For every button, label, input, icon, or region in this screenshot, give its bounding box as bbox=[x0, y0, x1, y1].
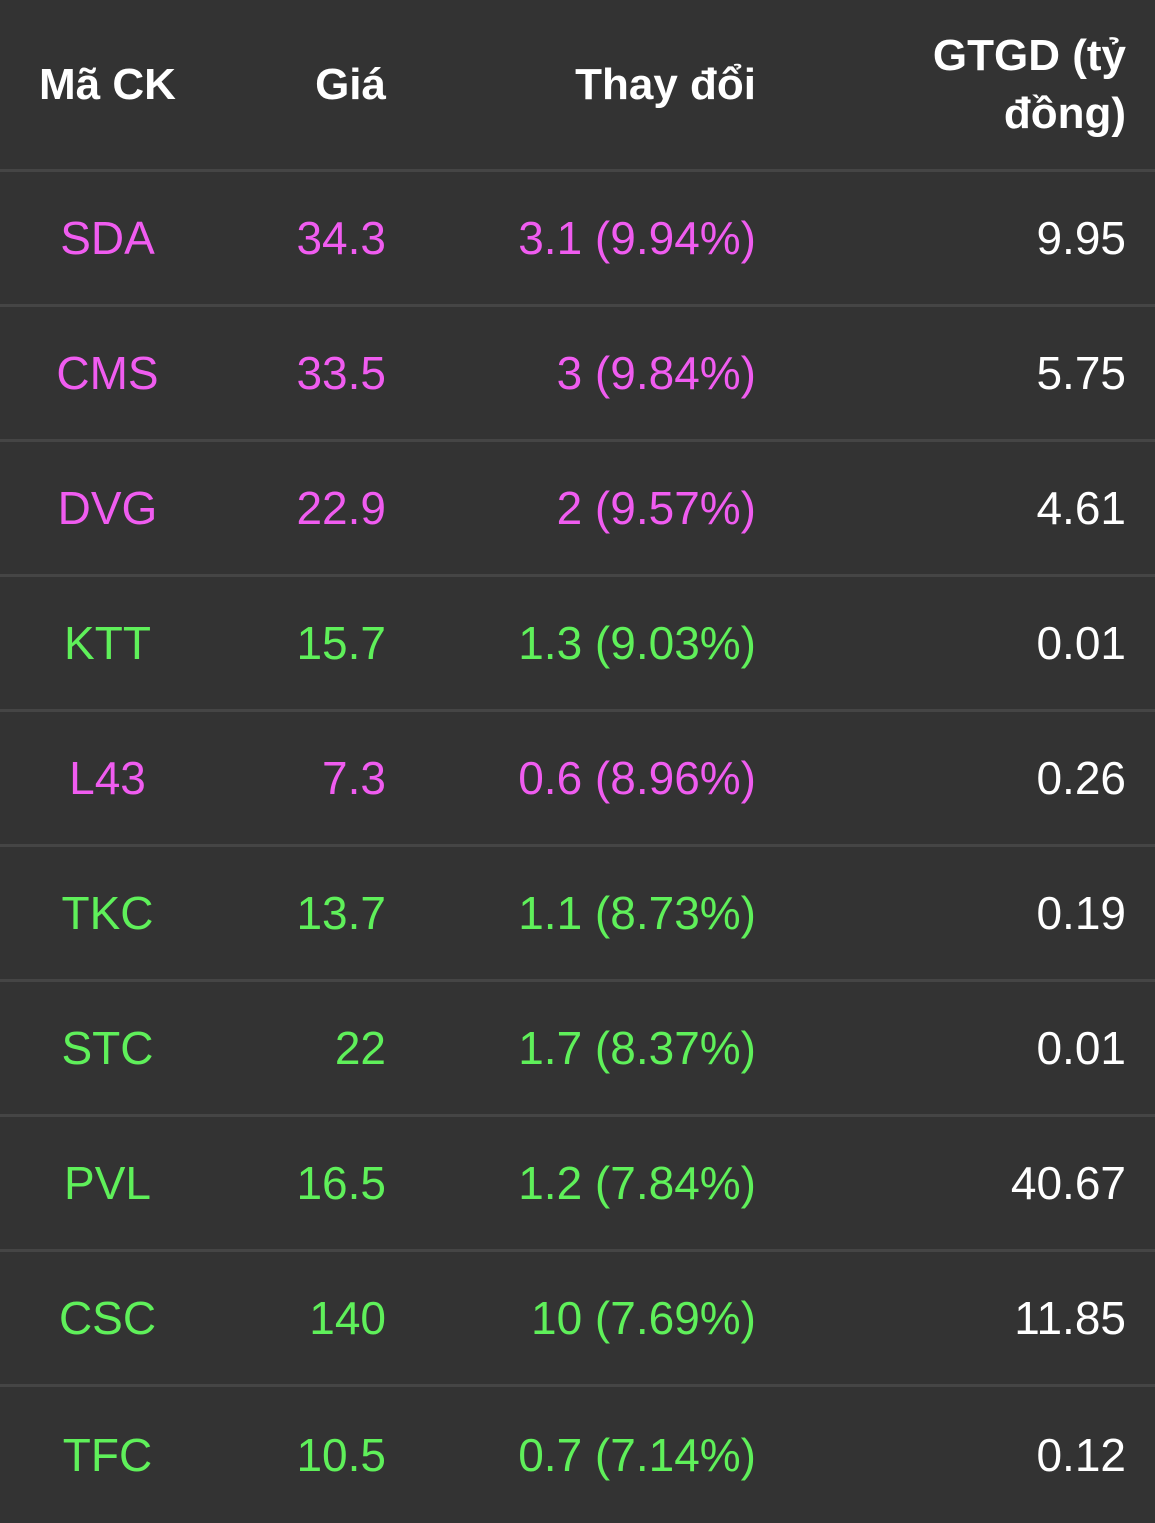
row-change: 1.2 (7.84%) bbox=[518, 1157, 756, 1209]
table-row[interactable]: TKC 13.7 1.1 (8.73%) 0.19 bbox=[0, 847, 1155, 982]
row-value: 5.75 bbox=[1036, 347, 1126, 399]
row-symbol: TKC bbox=[61, 887, 154, 939]
row-value: 0.19 bbox=[1036, 887, 1126, 939]
row-change: 1.1 (8.73%) bbox=[518, 887, 756, 939]
row-symbol: PVL bbox=[64, 1157, 151, 1209]
row-value: 4.61 bbox=[1036, 482, 1126, 534]
row-price: 16.5 bbox=[296, 1157, 386, 1209]
table-row[interactable]: STC 22 1.7 (8.37%) 0.01 bbox=[0, 982, 1155, 1117]
row-change: 1.7 (8.37%) bbox=[518, 1022, 756, 1074]
header-price[interactable]: Giá bbox=[315, 59, 386, 109]
row-price: 10.5 bbox=[296, 1428, 386, 1481]
row-change: 1.3 (9.03%) bbox=[518, 617, 756, 669]
row-symbol: L43 bbox=[69, 752, 146, 804]
row-change: 0.6 (8.96%) bbox=[518, 752, 756, 804]
row-value: 0.12 bbox=[1036, 1428, 1126, 1481]
header-value[interactable]: GTGD (tỷ đồng) bbox=[932, 30, 1126, 138]
row-value: 9.95 bbox=[1036, 212, 1126, 264]
table-header: Mã CK Giá Thay đổi GTGD (tỷ đồng) bbox=[0, 0, 1155, 172]
table-row[interactable]: SDA 34.3 3.1 (9.94%) 9.95 bbox=[0, 172, 1155, 307]
row-change: 0.7 (7.14%) bbox=[518, 1428, 756, 1481]
table-row[interactable]: KTT 15.7 1.3 (9.03%) 0.01 bbox=[0, 577, 1155, 712]
row-symbol: TFC bbox=[62, 1428, 153, 1481]
header-symbol[interactable]: Mã CK bbox=[39, 59, 176, 109]
row-change: 2 (9.57%) bbox=[556, 482, 756, 534]
row-price: 140 bbox=[309, 1292, 386, 1344]
row-price: 33.5 bbox=[296, 347, 386, 399]
row-symbol: CSC bbox=[58, 1292, 157, 1344]
row-symbol: STC bbox=[61, 1022, 154, 1074]
row-symbol: CMS bbox=[56, 347, 159, 399]
row-symbol: DVG bbox=[57, 482, 158, 534]
header-change[interactable]: Thay đổi bbox=[575, 59, 756, 109]
row-value: 40.67 bbox=[1010, 1157, 1126, 1209]
row-price: 15.7 bbox=[296, 617, 386, 669]
table-row[interactable]: CMS 33.5 3 (9.84%) 5.75 bbox=[0, 307, 1155, 442]
table-row[interactable]: TFC 10.5 0.7 (7.14%) 0.12 bbox=[0, 1387, 1155, 1522]
row-symbol: KTT bbox=[64, 617, 151, 669]
row-value: 0.01 bbox=[1036, 1022, 1126, 1074]
table-row[interactable]: PVL 16.5 1.2 (7.84%) 40.67 bbox=[0, 1117, 1155, 1252]
row-price: 7.3 bbox=[322, 752, 386, 804]
row-value: 0.26 bbox=[1036, 752, 1126, 804]
table-row[interactable]: DVG 22.9 2 (9.57%) 4.61 bbox=[0, 442, 1155, 577]
row-value: 0.01 bbox=[1036, 617, 1126, 669]
row-value: 11.85 bbox=[1014, 1292, 1126, 1344]
table-row[interactable]: L43 7.3 0.6 (8.96%) 0.26 bbox=[0, 712, 1155, 847]
table-row[interactable]: CSC 140 10 (7.69%) 11.85 bbox=[0, 1252, 1155, 1387]
row-price: 34.3 bbox=[296, 212, 386, 264]
row-change: 3 (9.84%) bbox=[556, 347, 756, 399]
row-change: 3.1 (9.94%) bbox=[518, 212, 756, 264]
row-change: 10 (7.69%) bbox=[530, 1292, 756, 1344]
row-price: 13.7 bbox=[296, 887, 386, 939]
row-symbol: SDA bbox=[60, 212, 155, 264]
row-price: 22.9 bbox=[296, 482, 386, 534]
row-price: 22 bbox=[334, 1022, 386, 1074]
